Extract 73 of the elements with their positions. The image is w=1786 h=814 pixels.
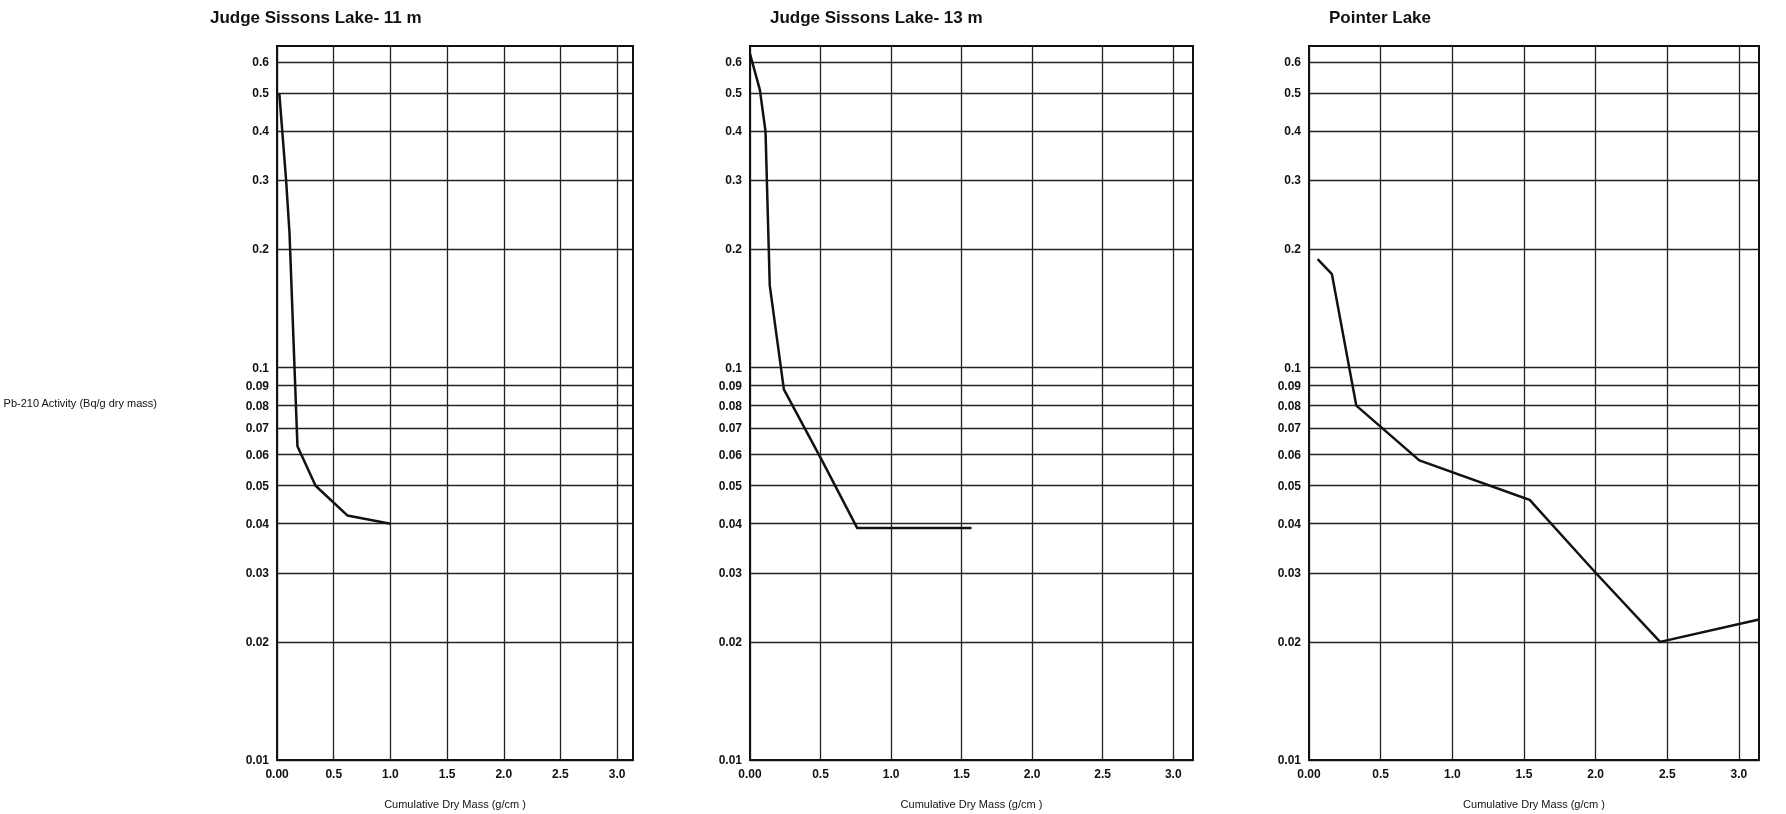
x-tick-label: 3.0 [1164,767,1182,781]
x-tick-label: 1.0 [382,767,400,781]
x-axis-title: Cumulative Dry Mass (g/cm ) [384,797,526,810]
y-tick-label: 0.02 [1277,634,1302,649]
x-tick-label: 0.00 [738,767,762,781]
y-tick-label: 0.6 [252,55,270,70]
y-tick-label: 0.04 [245,516,270,531]
y-tick-label: 0.04 [1277,516,1302,531]
y-tick-label: 0.07 [245,421,270,436]
y-tick-label: 0.4 [252,124,270,139]
y-tick-label: 0.05 [1277,478,1302,493]
y-tick-label: 0.3 [252,173,270,188]
y-tick-label: 0.5 [725,86,743,101]
y-tick-label: 0.08 [1277,398,1302,413]
x-tick-label: 2.0 [495,767,513,781]
x-tick-label: 2.5 [1094,767,1112,781]
x-tick-label: 1.5 [953,767,971,781]
y-tick-label: 0.06 [1277,447,1302,462]
x-axis-title: Cumulative Dry Mass (g/cm ) [1463,797,1605,810]
x-tick-label: 1.0 [1443,767,1461,781]
x-tick-label: 2.5 [1658,767,1676,781]
x-tick-label: 2.0 [1587,767,1605,781]
y-tick-label: 0.07 [718,421,743,436]
y-tick-label: 0.01 [718,753,743,767]
x-tick-label: 0.5 [812,767,830,781]
y-tick-label: 0.1 [252,360,270,375]
y-tick-label: 0.4 [725,124,743,139]
y-tick-label: 0.07 [1277,421,1302,436]
y-tick-label: 0.03 [718,565,743,580]
chart-title: Pointer Lake [1329,8,1432,27]
y-tick-label: 0.3 [725,173,743,188]
y-tick-label: 0.04 [718,516,743,531]
chart-title: Judge Sissons Lake- 11 m [210,8,422,27]
y-tick-label: 0.6 [1284,55,1302,70]
x-tick-label: 1.5 [1515,767,1533,781]
y-tick-label: 0.03 [245,565,270,580]
y-tick-label: 0.1 [1284,360,1302,375]
x-tick-label: 1.5 [438,767,456,781]
y-axis-title: Pb-210 Activity (Bq/g dry mass) [3,397,158,409]
x-tick-label: 2.0 [1023,767,1041,781]
y-tick-label: 0.06 [718,447,743,462]
y-tick-label: 0.08 [718,398,743,413]
y-tick-label: 0.05 [718,478,743,493]
y-tick-label: 0.02 [245,634,270,649]
x-tick-label: 1.0 [882,767,900,781]
y-tick-label: 0.03 [1277,565,1302,580]
y-tick-label: 0.06 [245,447,270,462]
y-tick-label: 0.2 [252,242,270,257]
x-tick-label: 2.5 [552,767,570,781]
x-tick-label: 3.0 [608,767,626,781]
x-tick-label: 0.5 [325,767,343,781]
y-tick-label: 0.4 [1284,124,1302,139]
y-tick-label: 0.01 [245,753,270,767]
y-tick-label: 0.5 [252,86,270,101]
y-tick-label: 0.09 [1277,378,1302,393]
y-tick-label: 0.5 [1284,86,1302,101]
y-tick-label: 0.2 [725,242,743,257]
y-tick-label: 0.02 [718,634,743,649]
chart-title: Judge Sissons Lake- 13 m [770,8,983,27]
x-tick-label: 3.0 [1730,767,1748,781]
y-tick-label: 0.09 [718,378,743,393]
x-tick-label: 0.00 [265,767,290,781]
x-tick-label: 0.5 [1372,767,1390,781]
y-tick-label: 0.01 [1277,753,1302,767]
y-tick-label: 0.2 [1284,242,1302,257]
y-tick-label: 0.05 [245,478,270,493]
y-tick-label: 0.08 [245,398,270,413]
y-tick-label: 0.3 [1284,173,1302,188]
x-axis-title: Cumulative Dry Mass (g/cm ) [900,797,1043,810]
y-tick-label: 0.6 [725,55,743,70]
x-tick-label: 0.00 [1297,767,1321,781]
y-tick-label: 0.09 [245,378,270,393]
y-tick-label: 0.1 [725,360,743,375]
